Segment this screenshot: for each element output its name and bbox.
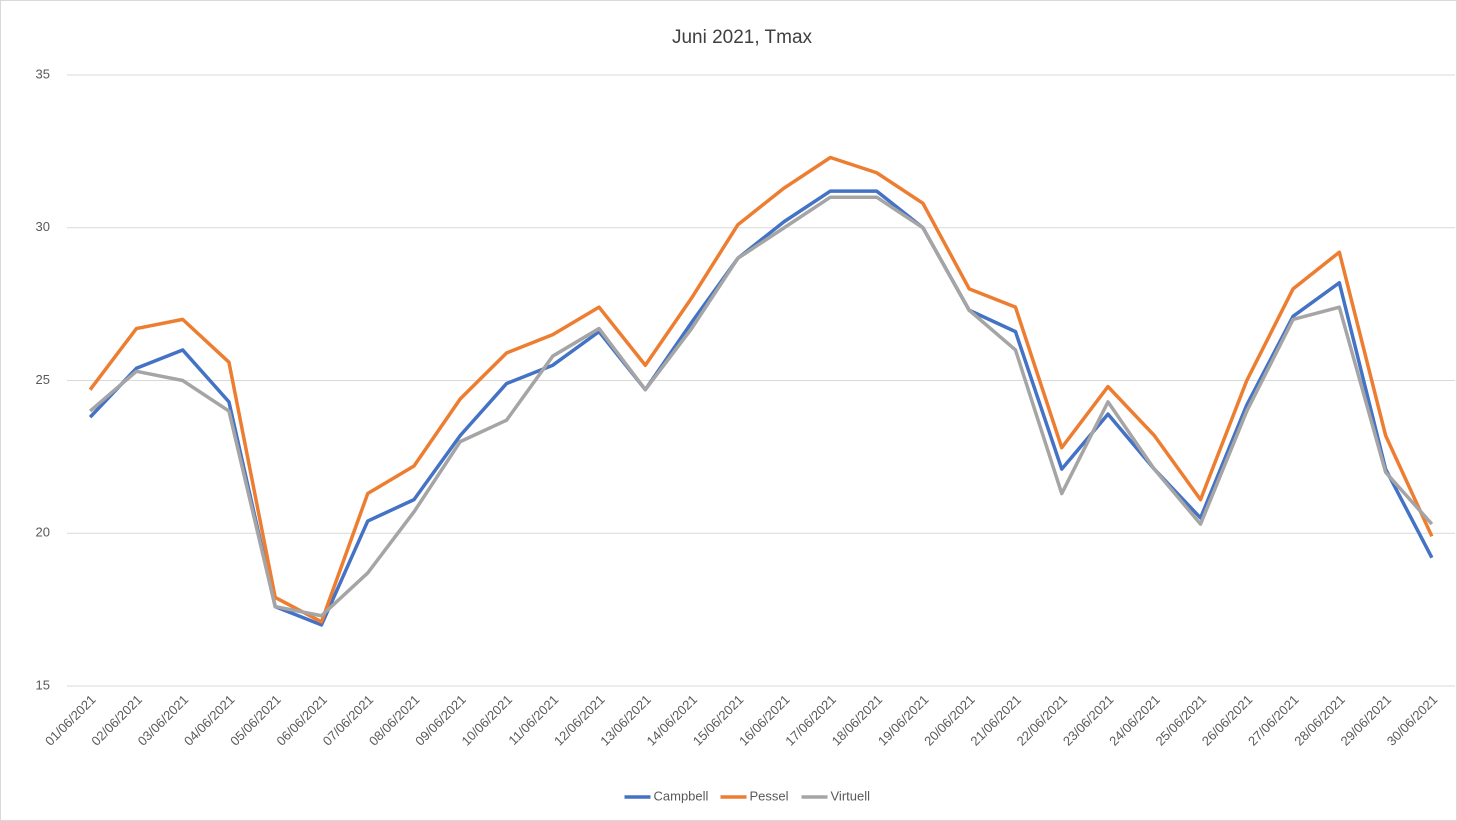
series-line: [88, 189, 1434, 627]
y-tick-label: 30: [36, 219, 50, 234]
y-tick-label: 20: [36, 525, 50, 540]
legend-label: Campbell: [654, 788, 709, 803]
y-tick-label: 35: [36, 66, 50, 81]
legend-label: Virtuell: [831, 788, 871, 803]
y-tick-label: 25: [36, 372, 50, 387]
legend-label: Pessel: [750, 788, 789, 803]
chart-title: Juni 2021, Tmax: [672, 27, 813, 48]
series-line: [88, 195, 1434, 618]
series-line: [88, 155, 1434, 624]
y-tick-label: 15: [36, 677, 50, 692]
